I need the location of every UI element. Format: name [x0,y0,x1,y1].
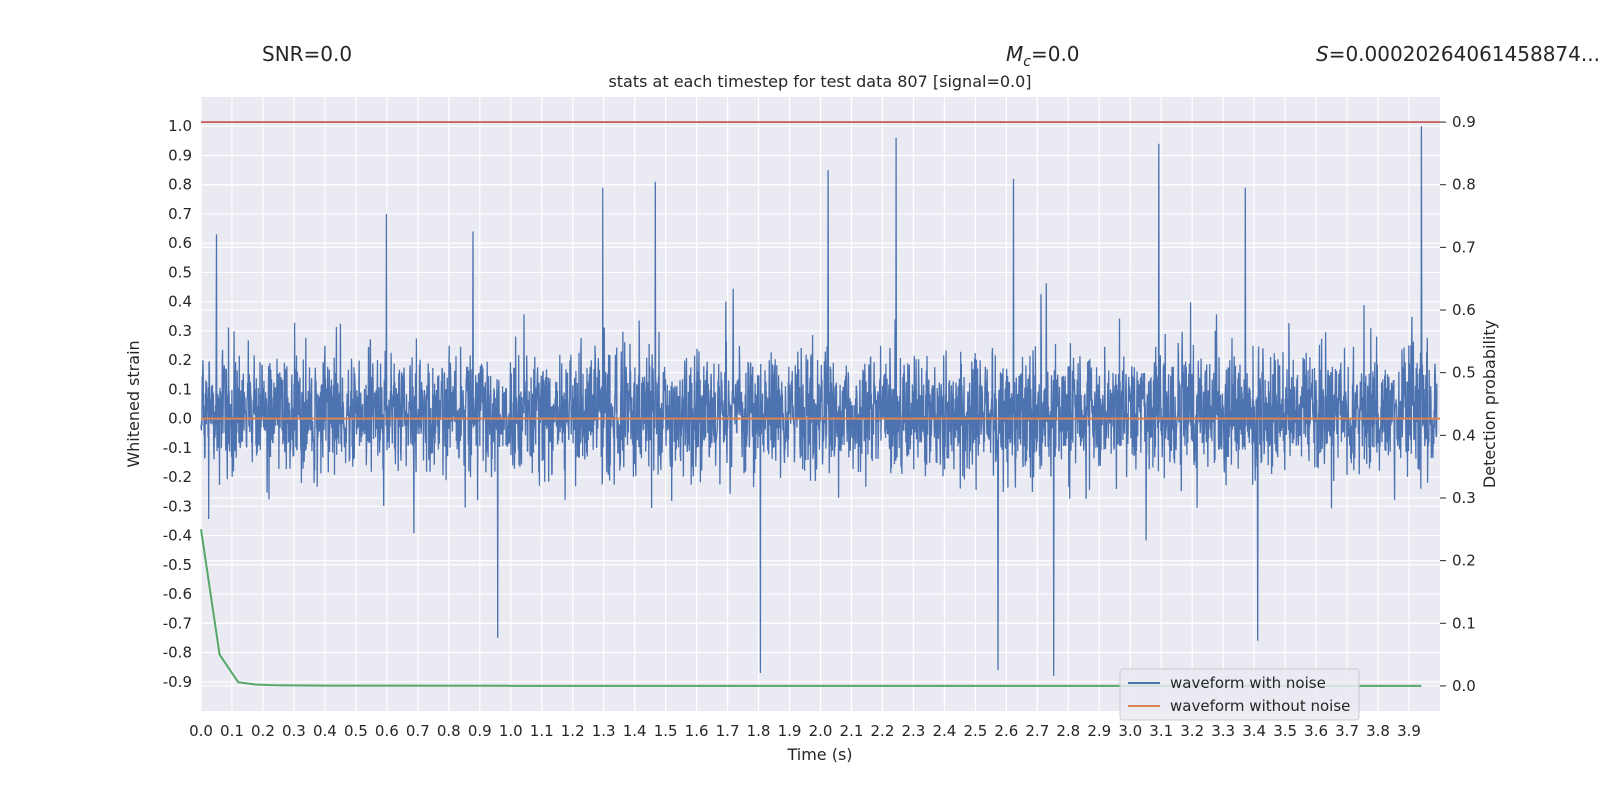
y-right-tick-label: 0.7 [1452,238,1476,256]
x-tick-label: 1.6 [685,722,709,740]
x-tick-label: 2.1 [840,722,864,740]
y-axis-right-label: Detection probability [1480,320,1499,488]
y-left-tick-label: -0.7 [163,614,192,632]
y-left-tick-label: 0.3 [168,322,192,340]
x-tick-label: 3.8 [1366,722,1390,740]
y-left-tick-label: 0.5 [168,263,192,281]
y-left-tick-label: 0.4 [168,293,192,311]
y-left-tick-label: 0.8 [168,176,192,194]
x-tick-label: 3.5 [1273,722,1297,740]
x-tick-label: 1.0 [499,722,523,740]
x-tick-label: 1.4 [623,722,647,740]
x-tick-label: 1.1 [530,722,554,740]
x-tick-label: 0.9 [468,722,492,740]
x-tick-label: 3.1 [1149,722,1173,740]
x-tick-label: 0.1 [220,722,244,740]
x-tick-label: 1.7 [716,722,740,740]
x-tick-label: 2.5 [963,722,987,740]
y-left-tick-label: -0.6 [163,585,192,603]
x-tick-label: 2.2 [871,722,895,740]
x-tick-label: 2.8 [1056,722,1080,740]
x-tick-label: 2.3 [901,722,925,740]
x-tick-label: 0.2 [251,722,275,740]
x-tick-label: 3.3 [1211,722,1235,740]
mc-label: Mc=0.0 [1006,42,1080,70]
y-left-tick-label: 0.0 [168,410,192,428]
x-tick-label: 2.6 [994,722,1018,740]
y-left-tick-labels: 1.0 0.9 0.8 0.7 0.6 0.5 0.4 0.3 0.2 0.1 0.0 -0.1 -0.… [163,117,192,691]
y-left-tick-label: -0.1 [163,439,192,457]
s-label: S=0.00020264061458874... [1316,42,1600,66]
y-right-tick-label: 0.2 [1452,552,1476,570]
legend-entry-clean: waveform without noise [1170,697,1350,715]
y-right-tick-labels: 0.9 0.8 0.7 0.6 0.5 0.4 0.3 0.2 0.1 0.0 [1452,113,1476,695]
y-left-tick-label: 0.7 [168,205,192,223]
x-tick-label: 0.8 [437,722,461,740]
y-right-tick-label: 0.3 [1452,489,1476,507]
legend-entry-noise: waveform with noise [1170,674,1326,692]
mc-subscript: c [1023,54,1031,70]
x-tick-label: 3.2 [1180,722,1204,740]
legend-box [1119,668,1360,721]
chart-title: stats at each timestep for test data 807… [608,72,1031,91]
x-tick-label: 1.2 [561,722,585,740]
y-right-tick-label: 0.6 [1452,301,1476,319]
y-right-tick-label: 0.8 [1452,176,1476,194]
x-tick-label: 0.3 [282,722,306,740]
y-left-tick-label: 0.1 [168,380,192,398]
y-right-tick-label: 0.1 [1452,614,1476,632]
x-tick-label: 0.4 [313,722,337,740]
x-tick-label: 1.9 [778,722,802,740]
y-right-tick-label: 0.5 [1452,364,1476,382]
series-layer [200,121,1440,687]
x-axis-label: Time (s) [786,745,852,764]
y-left-tick-label: 1.0 [168,117,192,135]
x-tick-label: 2.7 [1025,722,1049,740]
y-left-tick-label: 0.2 [168,351,192,369]
x-tick-label: 1.8 [747,722,771,740]
y-left-tick-label: -0.3 [163,497,192,515]
series-waveform-with-noise [200,126,1438,676]
mc-symbol: M [1006,42,1023,66]
y-left-tick-label: -0.9 [163,673,192,691]
x-tick-label: 2.0 [809,722,833,740]
y-left-tick-label: -0.5 [163,556,192,574]
y-left-tick-label: -0.8 [163,644,192,662]
x-tick-label: 1.3 [592,722,616,740]
x-tick-label: 0.6 [375,722,399,740]
y-axis-left-label: Whitened strain [124,340,143,467]
x-tick-label: 3.6 [1304,722,1328,740]
x-tick-label: 3.7 [1335,722,1359,740]
x-tick-label: 0.7 [406,722,430,740]
x-tick-label: 3.0 [1118,722,1142,740]
x-tick-label: 3.4 [1242,722,1266,740]
x-tick-label: 1.5 [654,722,678,740]
mc-value: =0.0 [1031,42,1080,66]
x-tick-label: 0.5 [344,722,368,740]
x-tick-label: 2.4 [932,722,956,740]
y-right-tick-label: 0.4 [1452,426,1476,444]
x-tick-label: 0.0 [189,722,213,740]
legend: waveform with noise waveform without noi… [1119,668,1360,721]
y-left-tick-label: -0.2 [163,468,192,486]
y-left-tick-label: -0.4 [163,527,192,545]
s-value: =0.00020264061458874... [1329,42,1600,66]
x-tick-label: 2.9 [1087,722,1111,740]
snr-label: SNR=0.0 [262,42,352,66]
y-right-tick-label: 0.0 [1452,677,1476,695]
series-detection-probability [200,529,1422,687]
y-left-tick-label: 0.9 [168,146,192,164]
x-tick-label: 3.9 [1397,722,1421,740]
y-right-tick-label: 0.9 [1452,113,1476,131]
s-symbol: S [1316,42,1329,66]
y-left-tick-label: 0.6 [168,234,192,252]
x-tick-labels: 0.0 0.1 0.2 0.3 0.4 0.5 0.6 0.7 0.8 0.9 1.0 1.1 1.2 1… [189,722,1421,740]
